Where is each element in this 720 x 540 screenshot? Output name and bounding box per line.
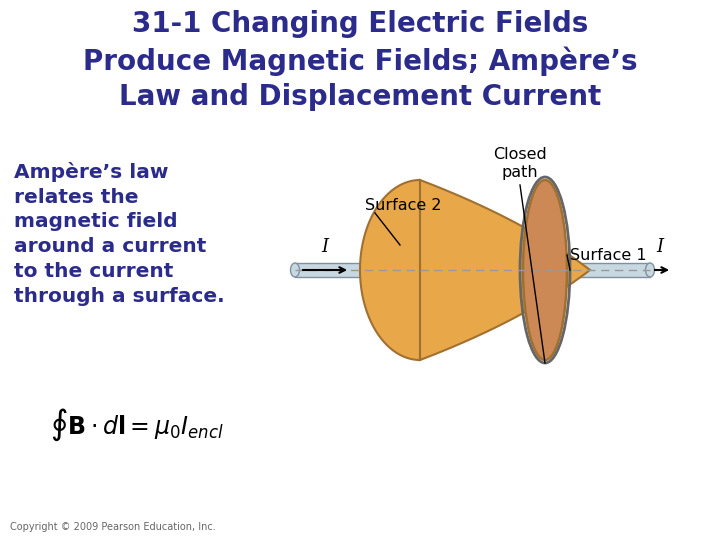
Text: I: I <box>657 238 664 256</box>
Ellipse shape <box>290 263 300 277</box>
Ellipse shape <box>523 180 567 360</box>
Polygon shape <box>360 180 590 360</box>
Text: I: I <box>321 238 328 256</box>
Text: Ampère’s law
relates the
magnetic field
around a current
to the current
through : Ampère’s law relates the magnetic field … <box>14 162 225 306</box>
Text: Surface 1: Surface 1 <box>570 247 647 262</box>
Text: Surface 2: Surface 2 <box>365 198 441 213</box>
Text: Copyright © 2009 Pearson Education, Inc.: Copyright © 2009 Pearson Education, Inc. <box>10 522 216 532</box>
Text: Closed
path: Closed path <box>493 147 547 180</box>
FancyBboxPatch shape <box>295 263 650 277</box>
Text: 31-1 Changing Electric Fields
Produce Magnetic Fields; Ampère’s
Law and Displace: 31-1 Changing Electric Fields Produce Ma… <box>83 10 637 111</box>
Ellipse shape <box>646 263 654 277</box>
Text: $\oint \mathbf{B} \cdot d\mathbf{l} = \mu_0 I_{encl}$: $\oint \mathbf{B} \cdot d\mathbf{l} = \m… <box>50 407 224 443</box>
